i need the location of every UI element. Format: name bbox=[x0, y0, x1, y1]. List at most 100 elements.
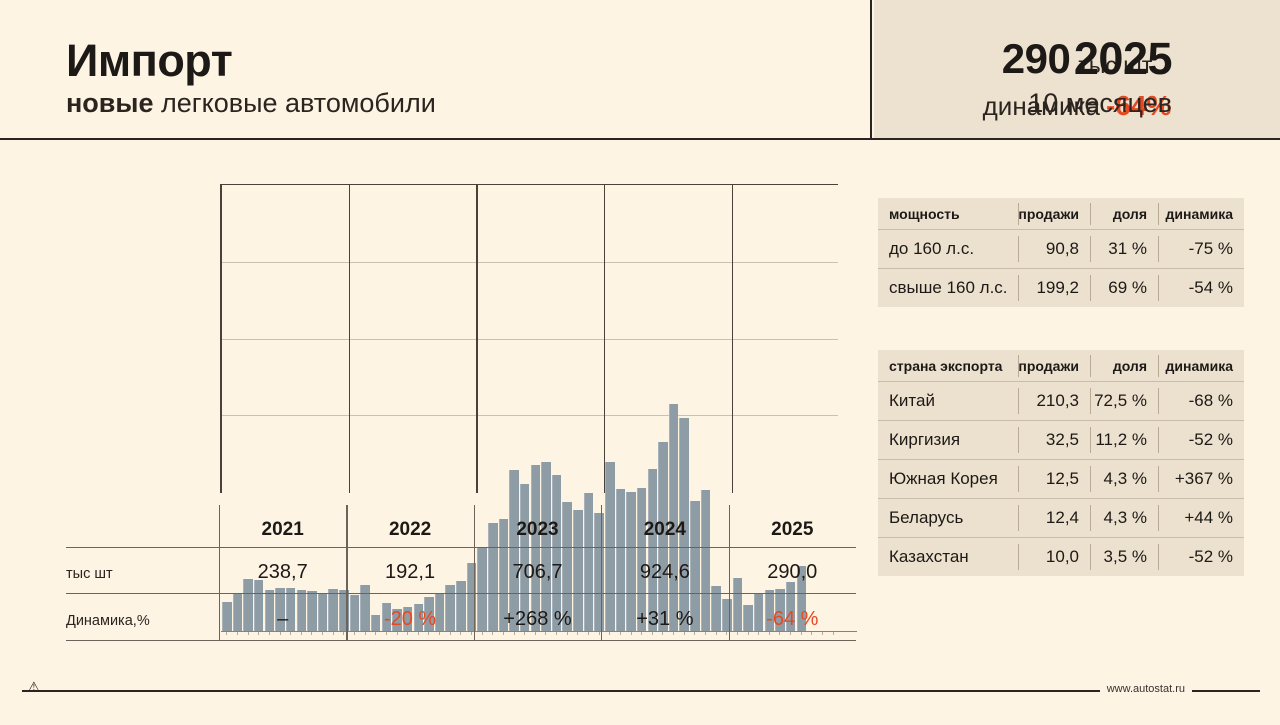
bar bbox=[434, 593, 445, 631]
power-table: мощность продажи доля динамика до 160 л.с. 90… bbox=[878, 198, 1244, 307]
column-separator bbox=[1090, 466, 1092, 492]
table-row: до 160 л.с. 90,8 31 % -75 % bbox=[878, 229, 1244, 268]
bar bbox=[647, 469, 658, 631]
summary-year-header: 2024 bbox=[643, 519, 687, 540]
bar bbox=[307, 591, 317, 631]
plot-baseline bbox=[221, 631, 857, 633]
bar bbox=[498, 519, 509, 631]
plot-top-border bbox=[221, 184, 838, 186]
bar bbox=[402, 606, 413, 631]
header-left-panel bbox=[0, 0, 872, 138]
power-cell: 31 % bbox=[1108, 239, 1147, 258]
summary-cell: 238,7 bbox=[257, 561, 308, 583]
x-axis-tick bbox=[385, 631, 387, 635]
summary-row-label: тыс шт bbox=[66, 566, 113, 582]
x-axis-tick bbox=[577, 631, 579, 635]
bar bbox=[370, 615, 381, 631]
x-axis-tick bbox=[258, 631, 260, 635]
bar-series bbox=[221, 324, 838, 631]
table-row: свыше 160 л.с. 199,2 69 % -54 % bbox=[878, 268, 1244, 307]
column-separator bbox=[1090, 355, 1092, 377]
x-axis-tick bbox=[630, 631, 632, 635]
bar bbox=[594, 512, 604, 631]
country-cell: 4,3 % bbox=[1103, 508, 1147, 527]
bar bbox=[615, 488, 626, 631]
bar bbox=[445, 585, 455, 631]
bar bbox=[328, 589, 338, 631]
bar bbox=[775, 588, 785, 631]
column-separator bbox=[1158, 427, 1160, 453]
x-axis-tick bbox=[545, 631, 547, 635]
kpi-total: 290 тыс шт bbox=[874, 38, 1280, 80]
header-right-panel: 290 тыс шт динамика -64% bbox=[874, 0, 1280, 138]
bar bbox=[456, 581, 466, 631]
x-axis-tick bbox=[800, 631, 802, 635]
bar bbox=[339, 589, 349, 631]
grid-line bbox=[221, 415, 838, 417]
page-title: Импорт bbox=[66, 35, 233, 86]
x-axis-tick bbox=[236, 631, 238, 635]
summary-cell: +268 % bbox=[503, 608, 572, 630]
bar bbox=[541, 461, 551, 631]
summary-row-label: Динамика,% bbox=[66, 613, 150, 629]
summary-table-hline bbox=[66, 640, 856, 642]
country-cell: 32,5 bbox=[1045, 430, 1079, 449]
bar bbox=[732, 578, 743, 631]
kpi-dynamics: динамика -64% bbox=[874, 92, 1280, 120]
x-axis-tick bbox=[268, 631, 270, 635]
bar bbox=[488, 522, 498, 631]
x-axis-tick bbox=[407, 631, 409, 635]
country-cell: -52 % bbox=[1188, 430, 1233, 449]
header-bottom-rule bbox=[0, 138, 1280, 140]
power-header-row: мощность продажи доля динамика bbox=[878, 198, 1244, 229]
bar bbox=[743, 605, 753, 631]
country-header-row: страна экспорта продажи доля динамика bbox=[878, 350, 1244, 381]
country-cell: 12,5 bbox=[1045, 469, 1079, 488]
summary-year-header: 2021 bbox=[261, 519, 304, 540]
x-axis-tick bbox=[790, 631, 792, 635]
bar bbox=[562, 502, 572, 631]
summary-table-vline bbox=[219, 505, 221, 640]
x-axis-tick bbox=[588, 631, 589, 635]
column-separator bbox=[1018, 544, 1020, 570]
x-axis-tick bbox=[811, 631, 813, 635]
country-header-cell: продажи bbox=[1018, 357, 1079, 374]
x-axis-tick bbox=[609, 631, 611, 635]
kpi-dynamics-value: -64% bbox=[1105, 90, 1172, 121]
bar bbox=[222, 601, 232, 631]
power-header-cell: продажи bbox=[1018, 205, 1079, 222]
x-axis-tick bbox=[566, 631, 568, 635]
table-row: Беларусь 12,4 4,3 % +44 % bbox=[878, 498, 1244, 537]
grid-line bbox=[221, 338, 838, 340]
summary-table-hline bbox=[66, 593, 856, 595]
country-header-cell: страна экспорта bbox=[889, 357, 1003, 374]
country-header-cell: динамика bbox=[1165, 357, 1234, 374]
column-separator bbox=[1090, 388, 1092, 414]
x-axis-tick bbox=[683, 631, 685, 635]
table-row: Южная Корея 12,5 4,3 % +367 % bbox=[878, 459, 1244, 498]
column-separator bbox=[1158, 203, 1160, 225]
country-cell: -52 % bbox=[1188, 547, 1233, 566]
x-axis-tick bbox=[524, 631, 526, 635]
country-cell: 11,2 % bbox=[1095, 430, 1147, 449]
x-axis-tick bbox=[396, 631, 398, 635]
summary-table-vline bbox=[473, 505, 475, 640]
column-separator bbox=[1018, 466, 1020, 492]
column-separator bbox=[1158, 388, 1160, 414]
country-table: страна экспорта продажи доля динамика Китай 2… bbox=[878, 350, 1244, 576]
country-cell: Казахстан bbox=[889, 547, 969, 566]
x-axis-tick bbox=[470, 631, 472, 635]
x-axis-tick bbox=[619, 631, 621, 635]
column-separator bbox=[1158, 236, 1160, 262]
table-row: Казахстан 10,0 3,5 % -52 % bbox=[878, 537, 1244, 576]
column-separator bbox=[1090, 203, 1092, 225]
x-axis-tick bbox=[226, 631, 228, 635]
bar bbox=[509, 470, 519, 631]
summary-table-vline bbox=[346, 505, 348, 640]
summary-table-vline bbox=[601, 505, 603, 640]
bar bbox=[349, 594, 360, 631]
x-axis-tick bbox=[449, 631, 451, 635]
column-separator bbox=[1018, 203, 1020, 225]
bar bbox=[413, 603, 424, 631]
kpi-number: 290 bbox=[1001, 35, 1071, 82]
